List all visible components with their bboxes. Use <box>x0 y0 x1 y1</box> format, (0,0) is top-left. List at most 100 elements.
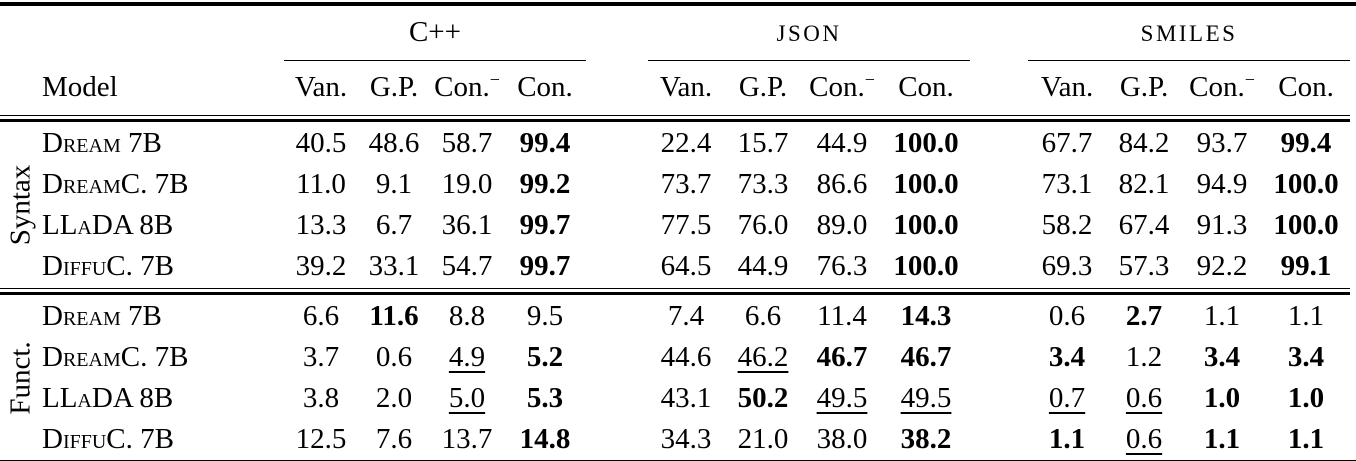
value-cell: 6.7 <box>358 205 430 246</box>
value-text: 6.7 <box>375 209 413 241</box>
horizontal-rule-row <box>0 287 1351 296</box>
value-cell: 0.6 <box>1028 296 1106 337</box>
value-text: 46.7 <box>816 341 868 373</box>
value-text: 69.3 <box>1041 250 1093 282</box>
section-axis-spacer <box>0 60 42 114</box>
value-text: 49.5 <box>900 382 952 414</box>
value-text: 3.8 <box>302 382 340 414</box>
value-text: 43.1 <box>660 382 712 414</box>
value-cell: 84.2 <box>1106 123 1182 164</box>
column-gap <box>970 378 1028 419</box>
value-cell: 0.7 <box>1028 378 1106 419</box>
horizontal-rule-row <box>0 114 1351 123</box>
model-name: LLaDA 8B <box>42 209 174 241</box>
value-cell: 38.2 <box>882 419 970 460</box>
value-cell: 0.6 <box>358 337 430 378</box>
column-header-smiles-con: Con. <box>1262 60 1350 114</box>
value-text: 46.2 <box>737 341 789 373</box>
value-cell: 76.0 <box>724 205 802 246</box>
column-header-label: Con. <box>898 70 954 103</box>
value-text: 57.3 <box>1118 250 1170 282</box>
value-cell: 54.7 <box>430 246 504 287</box>
column-gap <box>970 246 1028 287</box>
column-gap <box>970 419 1028 460</box>
column-header-label: Con. <box>809 70 865 103</box>
value-text: 0.6 <box>1048 300 1086 332</box>
value-text: 11.4 <box>817 300 867 332</box>
value-text: 7.6 <box>375 423 413 455</box>
value-text: 46.7 <box>900 341 952 373</box>
column-header-label: G.P. <box>1119 70 1169 103</box>
column-header-label: G.P. <box>369 70 419 103</box>
value-cell: 36.1 <box>430 205 504 246</box>
superscript-minus: − <box>1244 69 1255 90</box>
value-text: 2.0 <box>375 382 413 414</box>
value-cell: 99.2 <box>504 164 586 205</box>
model-name: Dream 7B <box>42 300 162 332</box>
value-text: 91.3 <box>1196 209 1248 241</box>
value-text: 48.6 <box>368 127 420 159</box>
value-text: 58.2 <box>1041 209 1093 241</box>
column-gap <box>586 337 648 378</box>
value-text: 100.0 <box>893 209 959 241</box>
value-text: 76.0 <box>737 209 789 241</box>
value-cell: 8.8 <box>430 296 504 337</box>
column-header-label: Con. <box>1278 70 1334 103</box>
value-cell: 19.0 <box>430 164 504 205</box>
value-text: 100.0 <box>893 250 959 282</box>
value-cell: 0.6 <box>1106 378 1182 419</box>
value-text: 0.7 <box>1048 382 1086 414</box>
value-text: 19.0 <box>441 168 493 200</box>
table-row-funct-diffuc-7b: DiffuC. 7B 12.5 7.6 13.7 14.8 34.3 21.0 38.0 38.… <box>0 419 1350 460</box>
column-gap <box>970 60 1028 114</box>
value-text: 5.0 <box>448 382 486 414</box>
value-cell: 1.0 <box>1262 378 1350 419</box>
value-cell: 46.7 <box>882 337 970 378</box>
column-header-c-van: Van. <box>284 60 358 114</box>
value-cell: 99.1 <box>1262 246 1350 287</box>
value-text: 9.5 <box>526 300 564 332</box>
value-text: 77.5 <box>660 209 712 241</box>
value-text: 100.0 <box>893 168 959 200</box>
value-cell: 44.9 <box>802 123 882 164</box>
value-cell: 99.7 <box>504 246 586 287</box>
value-cell: 22.4 <box>648 123 724 164</box>
value-text: 11.0 <box>296 168 346 200</box>
value-text: 13.3 <box>295 209 347 241</box>
value-text: 84.2 <box>1118 127 1170 159</box>
results-table: C++ JSON SMILES Model Van. G.P. Con.− Con. V… <box>0 6 1351 460</box>
column-gap <box>970 296 1028 337</box>
value-cell: 0.6 <box>1106 419 1182 460</box>
value-text: 1.1 <box>1048 423 1086 455</box>
value-text: 4.9 <box>448 341 486 373</box>
value-text: 36.1 <box>441 209 493 241</box>
value-cell: 33.1 <box>358 246 430 287</box>
value-cell: 4.9 <box>430 337 504 378</box>
value-cell: 100.0 <box>882 123 970 164</box>
column-header-label: Van. <box>1040 70 1094 103</box>
value-text: 13.7 <box>441 423 493 455</box>
value-cell: 5.3 <box>504 378 586 419</box>
value-cell: 44.9 <box>724 246 802 287</box>
value-text: 82.1 <box>1118 168 1170 200</box>
value-cell: 13.7 <box>430 419 504 460</box>
value-text: 15.7 <box>737 127 789 159</box>
value-text: 39.2 <box>295 250 347 282</box>
double-rule <box>0 115 1351 122</box>
value-cell: 1.2 <box>1106 337 1182 378</box>
value-cell: 15.7 <box>724 123 802 164</box>
group-header-json: JSON <box>648 6 971 61</box>
value-cell: 100.0 <box>882 164 970 205</box>
value-text: 1.1 <box>1203 300 1241 332</box>
table-row-funct-dreamc-7b: DreamC. 7B 3.7 0.6 4.9 5.2 44.6 46.2 46.7 46.7 3.… <box>0 337 1350 378</box>
value-text: 54.7 <box>441 250 493 282</box>
value-text: 50.2 <box>737 382 789 414</box>
value-cell: 13.3 <box>284 205 358 246</box>
column-gap <box>586 6 648 60</box>
value-cell: 2.0 <box>358 378 430 419</box>
value-cell: 11.4 <box>802 296 882 337</box>
value-text: 99.2 <box>519 168 571 200</box>
column-gap <box>970 337 1028 378</box>
column-gap <box>586 246 648 287</box>
value-cell: 73.3 <box>724 164 802 205</box>
